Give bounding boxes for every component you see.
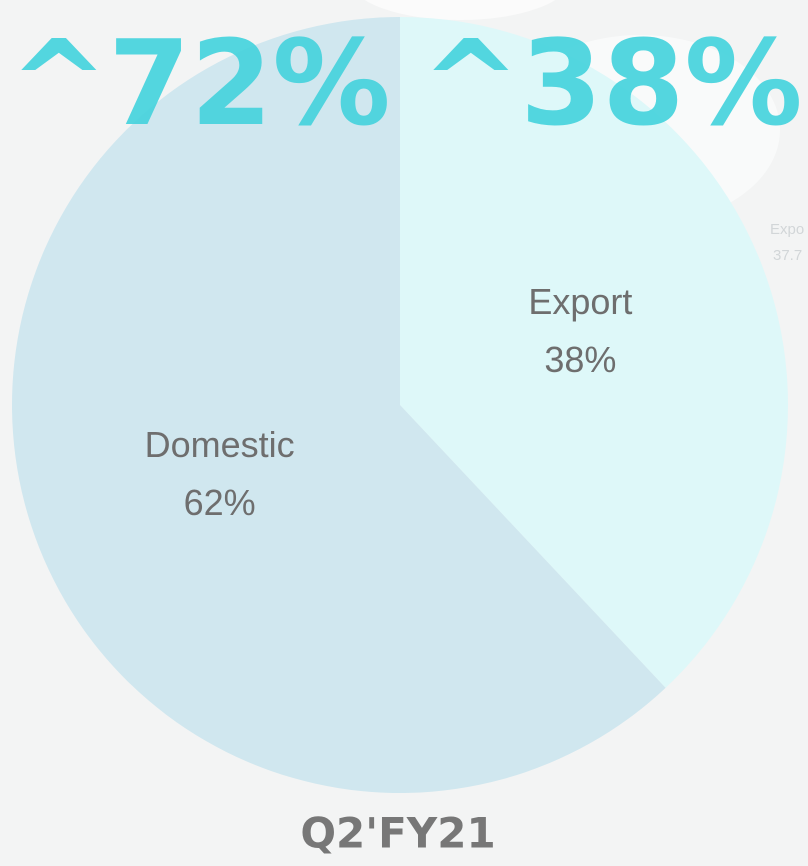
- page: Export 38% Domestic 62% Expo 37.7 ^72% ^38%…: [0, 0, 808, 866]
- side-note: Expo: [770, 221, 804, 238]
- side-note: 37.7: [773, 247, 802, 264]
- headline: ^38%: [421, 14, 802, 152]
- chart: Export 38% Domestic 62% Expo 37.7 ^72% ^38%…: [0, 0, 808, 866]
- slice-value: 62%: [184, 482, 256, 523]
- slice-label: Export: [528, 281, 632, 322]
- slice-label: Domestic: [145, 424, 295, 465]
- footer: Q2'FY21: [300, 809, 495, 858]
- headline: ^72%: [9, 14, 390, 152]
- slice-value: 38%: [544, 339, 616, 380]
